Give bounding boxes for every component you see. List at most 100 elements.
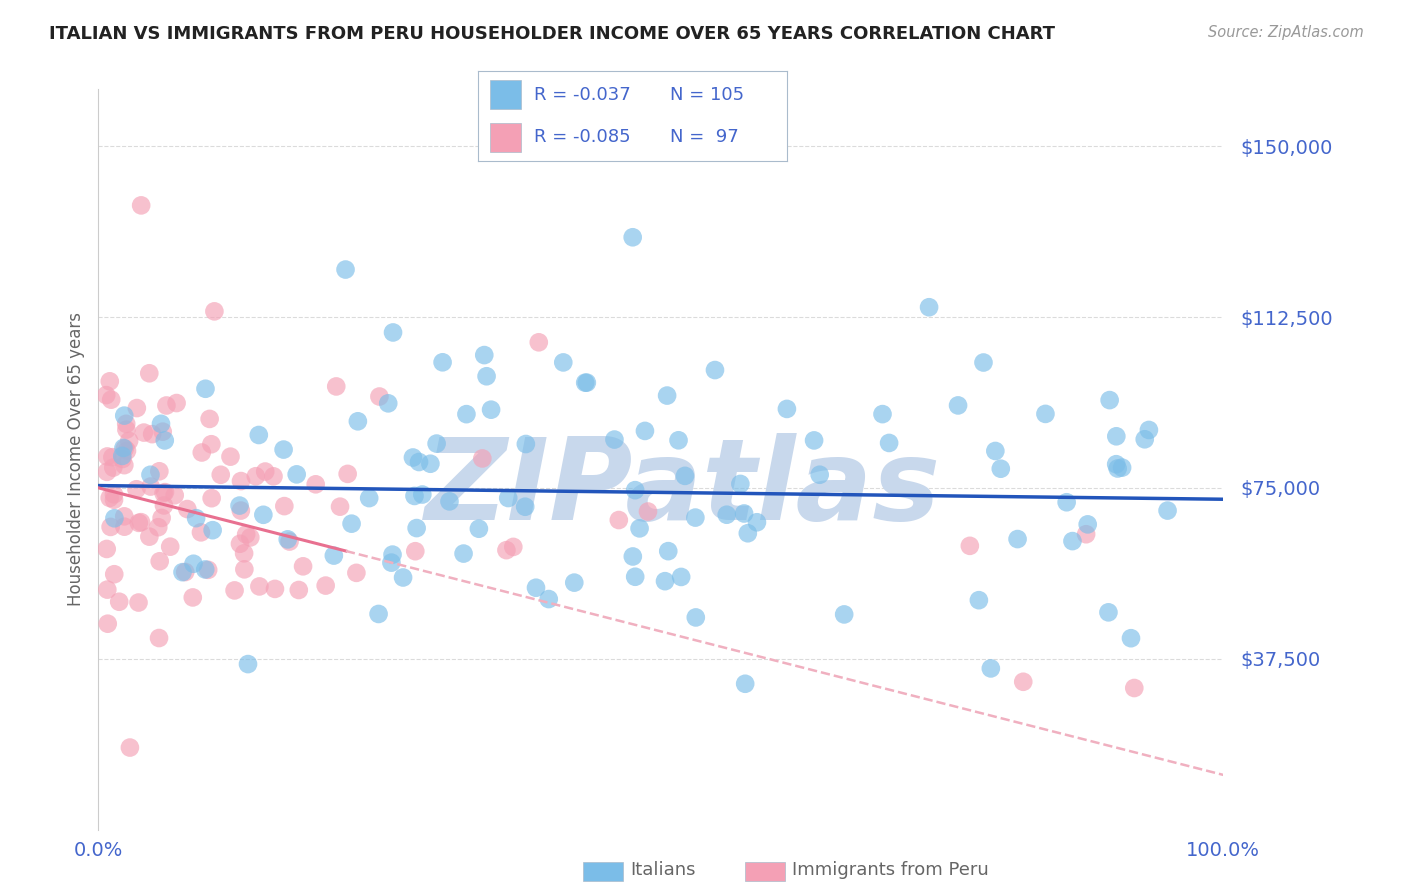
Point: [247, 579, 270, 593]
Text: R = -0.037: R = -0.037: [534, 86, 630, 103]
Point: [1137, 423, 1160, 437]
Bar: [491, 80, 522, 109]
Point: [1062, 534, 1084, 549]
Point: [1098, 393, 1121, 408]
Point: [228, 499, 250, 513]
Point: [277, 533, 299, 547]
Point: [112, 509, 135, 524]
Point: [149, 554, 172, 568]
Point: [515, 437, 537, 451]
Point: [803, 434, 825, 448]
Point: [128, 516, 150, 530]
Point: [637, 504, 659, 518]
Point: [98, 374, 121, 388]
Point: [194, 562, 217, 576]
Point: [163, 488, 186, 502]
Point: [527, 335, 550, 350]
Point: [918, 300, 941, 314]
Point: [111, 449, 134, 463]
Point: [198, 412, 221, 426]
Point: [980, 661, 1002, 675]
Point: [607, 513, 630, 527]
Point: [382, 326, 405, 340]
Point: [197, 563, 219, 577]
Point: [132, 425, 155, 440]
Point: [737, 526, 759, 541]
Point: [562, 575, 585, 590]
Point: [377, 396, 399, 410]
Bar: [491, 123, 522, 152]
Point: [103, 567, 125, 582]
Point: [100, 520, 122, 534]
Point: [97, 616, 120, 631]
Point: [704, 363, 727, 377]
Point: [153, 499, 176, 513]
Point: [315, 578, 337, 592]
Point: [808, 467, 831, 482]
Point: [340, 516, 363, 531]
Point: [155, 399, 177, 413]
Point: [233, 562, 256, 576]
Point: [150, 511, 173, 525]
Point: [181, 591, 204, 605]
Point: [96, 582, 118, 597]
Point: [278, 534, 301, 549]
Point: [288, 582, 311, 597]
Point: [745, 516, 768, 530]
Point: [285, 467, 308, 482]
Point: [575, 376, 598, 390]
Point: [96, 541, 118, 556]
Point: [141, 427, 163, 442]
Point: [776, 401, 799, 416]
Point: [139, 467, 162, 482]
Point: [254, 465, 277, 479]
Point: [872, 407, 894, 421]
Point: [148, 464, 170, 478]
Point: [628, 521, 651, 535]
Point: [479, 402, 502, 417]
Point: [402, 450, 425, 465]
Text: Source: ZipAtlas.com: Source: ZipAtlas.com: [1208, 25, 1364, 40]
Point: [112, 458, 135, 472]
Point: [574, 376, 596, 390]
Point: [959, 539, 981, 553]
Point: [103, 487, 125, 501]
Point: [621, 230, 644, 244]
Point: [138, 530, 160, 544]
Point: [1077, 517, 1099, 532]
Point: [235, 527, 257, 541]
Point: [553, 355, 575, 369]
Point: [96, 450, 118, 464]
Point: [245, 469, 267, 483]
Point: [103, 460, 125, 475]
Point: [404, 489, 426, 503]
Point: [108, 595, 131, 609]
Point: [229, 474, 252, 488]
Point: [229, 537, 252, 551]
Point: [100, 392, 122, 407]
Point: [96, 465, 118, 479]
Point: [264, 582, 287, 596]
Point: [153, 485, 176, 500]
Text: ZIPatlas: ZIPatlas: [425, 434, 942, 544]
Point: [1035, 407, 1057, 421]
Point: [392, 570, 415, 584]
Point: [1156, 503, 1178, 517]
Point: [453, 547, 475, 561]
Point: [1105, 457, 1128, 471]
Point: [967, 593, 990, 607]
Point: [183, 557, 205, 571]
Point: [1007, 532, 1029, 546]
Point: [475, 369, 498, 384]
Point: [200, 437, 222, 451]
Point: [733, 507, 755, 521]
Point: [972, 355, 994, 369]
Point: [125, 483, 148, 497]
Point: [730, 477, 752, 491]
Point: [129, 515, 152, 529]
Text: Immigrants from Peru: Immigrants from Peru: [792, 861, 988, 879]
Point: [537, 592, 560, 607]
Point: [150, 417, 173, 431]
Point: [734, 677, 756, 691]
Point: [273, 499, 295, 513]
